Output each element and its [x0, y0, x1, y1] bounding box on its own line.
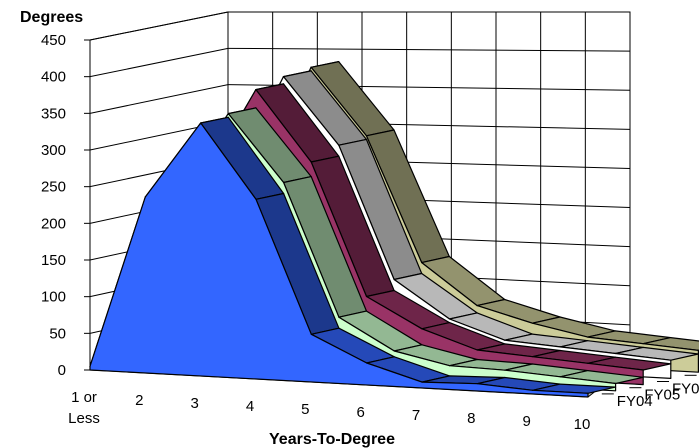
data-point-FY08-4 [365, 135, 367, 137]
y-tick-label: 250 [41, 179, 66, 196]
data-point-FY06-4 [310, 161, 312, 163]
series-label-FY05: FY05 [644, 387, 680, 404]
y-tick-label: 450 [41, 32, 66, 49]
data-point-FY06-6 [421, 328, 423, 330]
data-point-FY06-3 [255, 89, 257, 91]
y-tick-label: 200 [41, 215, 66, 232]
x-axis-tick-labels: 1 or Less 2 3 4 5 6 7 8 9 10 [68, 389, 590, 433]
series-layer [89, 60, 699, 398]
data-point-FY05-3 [227, 113, 229, 115]
data-point-FY07-6 [448, 318, 451, 320]
gridline-side [89, 84, 229, 114]
data-point-FY08-6 [476, 305, 478, 307]
data-point-FY06-5 [365, 295, 368, 298]
data-point-FY07-9 [614, 352, 617, 355]
data-point-FY05-10 [615, 382, 617, 385]
data-point-FY06-10 [642, 369, 644, 371]
series-FY04 [89, 116, 617, 398]
y-tick-label: 50 [49, 325, 66, 342]
data-point-FY08-3 [310, 66, 312, 68]
x-tick-label: 4 [246, 398, 254, 415]
data-point-FY04-10 [587, 392, 589, 394]
data-point-FY06-8 [531, 356, 534, 358]
x-tick-label: 8 [467, 410, 475, 427]
data-point-FY07-5 [393, 278, 395, 281]
y-tick-label: 0 [58, 362, 66, 379]
x-tick-label: 10 [574, 416, 591, 433]
data-point-FY08-5 [421, 261, 423, 264]
data-point-FY08-8 [587, 336, 589, 338]
data-point-FY04-1 [89, 365, 91, 367]
gridline-side [89, 47, 229, 78]
data-point-FY06-9 [587, 362, 589, 364]
data-point-FY08-7 [531, 322, 534, 324]
x-tick-label: 9 [522, 413, 530, 430]
x-tick-label: 5 [301, 401, 309, 418]
data-point-FY07-8 [559, 346, 561, 348]
x-tick-label: 3 [190, 395, 198, 412]
y-tick-label: 350 [41, 105, 66, 122]
data-point-FY05-9 [559, 376, 561, 378]
series-labels: FY04FY05FY06FY07FY08 [601, 374, 699, 410]
data-point-FY07-4 [338, 144, 340, 146]
x-tick-label: 7 [412, 407, 420, 424]
series-label-FY04: FY04 [617, 393, 653, 410]
data-point-FY04-9 [532, 389, 534, 391]
data-point-FY04-6 [366, 362, 368, 364]
x-tick-label: 2 [135, 392, 143, 409]
gridline-side [89, 11, 229, 41]
data-point-FY05-7 [449, 365, 451, 367]
data-point-FY04-3 [200, 122, 202, 124]
series-label-FY06: FY06 [672, 381, 699, 398]
data-point-FY04-4 [255, 198, 257, 200]
data-point-FY05-8 [504, 369, 506, 371]
y-tick-label: 300 [41, 142, 66, 159]
y-tick-label: 400 [41, 69, 66, 86]
gridline-back [227, 47, 631, 52]
data-point-FY07-3 [282, 76, 285, 78]
data-point-FY04-7 [421, 381, 423, 383]
data-point-FY05-6 [393, 350, 395, 352]
data-point-FY04-2 [144, 196, 146, 198]
y-tick-label: 150 [41, 252, 66, 269]
x-axis-title: Years-To-Degree [269, 431, 395, 448]
x-tick-label: 1 or Less [68, 389, 100, 427]
y-tick-label: 100 [41, 289, 66, 306]
data-point-FY04-8 [476, 383, 478, 385]
y-axis-tick-labels: 0 50 100 150 200 250 300 350 400 450 [41, 32, 66, 379]
y-axis-title: Degrees [20, 9, 83, 26]
data-point-FY05-5 [338, 316, 340, 318]
data-point-FY07-7 [504, 339, 506, 341]
data-point-FY06-7 [476, 349, 478, 351]
data-point-FY05-4 [283, 181, 285, 184]
data-point-FY04-5 [310, 333, 312, 335]
x-tick-label: 6 [356, 404, 364, 421]
data-point-FY07-10 [670, 359, 672, 361]
data-point-FY08-9 [642, 343, 644, 345]
